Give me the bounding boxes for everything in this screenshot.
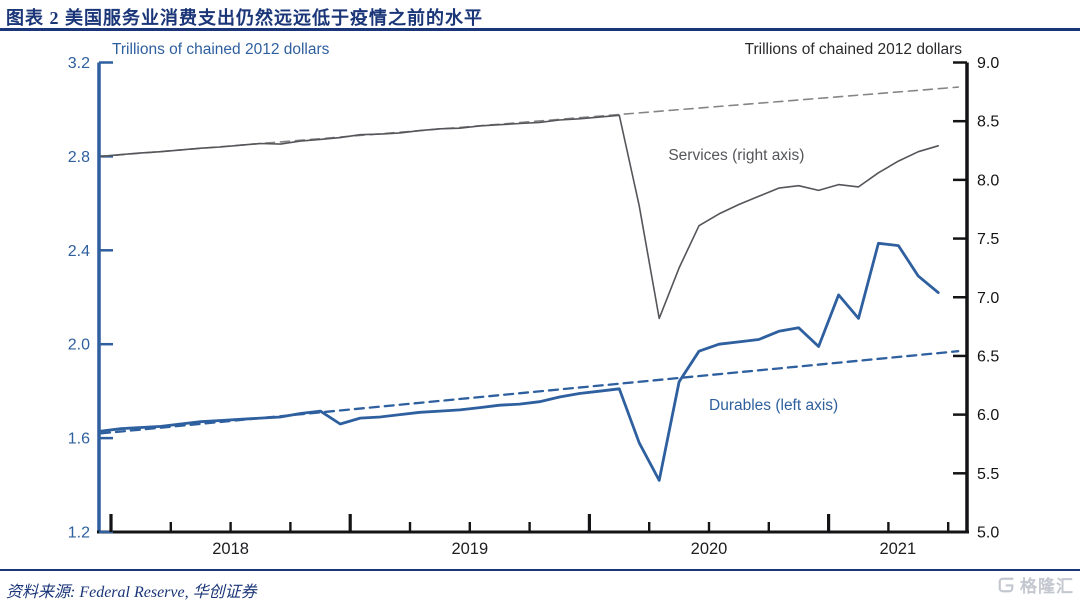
services-line: [100, 114, 940, 320]
left-axis-tick-label: 1.6: [68, 431, 90, 448]
gelonghui-logo-icon: [996, 575, 1016, 595]
gelonghui-logo-text: 格隆汇: [1020, 577, 1074, 596]
left-axis-tick-label: 2.0: [68, 337, 90, 354]
x-axis-year-label: 2020: [691, 540, 728, 558]
source-note: 资料来源: Federal Reserve, 华创证券: [6, 584, 257, 601]
services-series-label: Services (right axis): [668, 147, 804, 164]
right-axis-tick-label: 9.0: [977, 55, 999, 72]
durables-series-label: Durables (left axis): [709, 397, 838, 414]
x-axis-year-label: 2021: [879, 540, 916, 558]
durables-line: [99, 241, 940, 482]
right-axis-title: Trillions of chained 2012 dollars: [745, 41, 963, 58]
left-axis-tick-label: 1.2: [68, 525, 90, 542]
left-axis-title: Trillions of chained 2012 dollars: [112, 41, 330, 58]
right-axis-tick-label: 7.0: [977, 290, 999, 307]
x-axis-year-label: 2018: [212, 540, 249, 558]
figure-title: 图表 2 美国服务业消费支出仍然远远低于疫情之前的水平: [6, 8, 483, 28]
left-axis-tick-label: 3.2: [68, 55, 90, 72]
right-axis-tick-label: 5.5: [977, 466, 999, 483]
right-axis-tick-label: 7.5: [977, 231, 999, 248]
left-axis-tick-label: 2.8: [68, 149, 90, 166]
right-axis-tick-label: 6.5: [977, 348, 999, 365]
title-divider: [0, 28, 1080, 31]
right-axis-tick-label: 8.5: [977, 114, 999, 131]
footer-divider: [0, 569, 1080, 571]
gelonghui-logo: 格隆汇: [996, 572, 1074, 597]
left-axis-tick-label: 2.4: [68, 243, 90, 260]
x-axis-year-label: 2019: [451, 540, 488, 558]
right-axis-tick-label: 6.0: [977, 407, 999, 424]
right-axis-tick-label: 5.0: [977, 525, 999, 542]
right-axis-tick-label: 8.0: [977, 172, 999, 189]
